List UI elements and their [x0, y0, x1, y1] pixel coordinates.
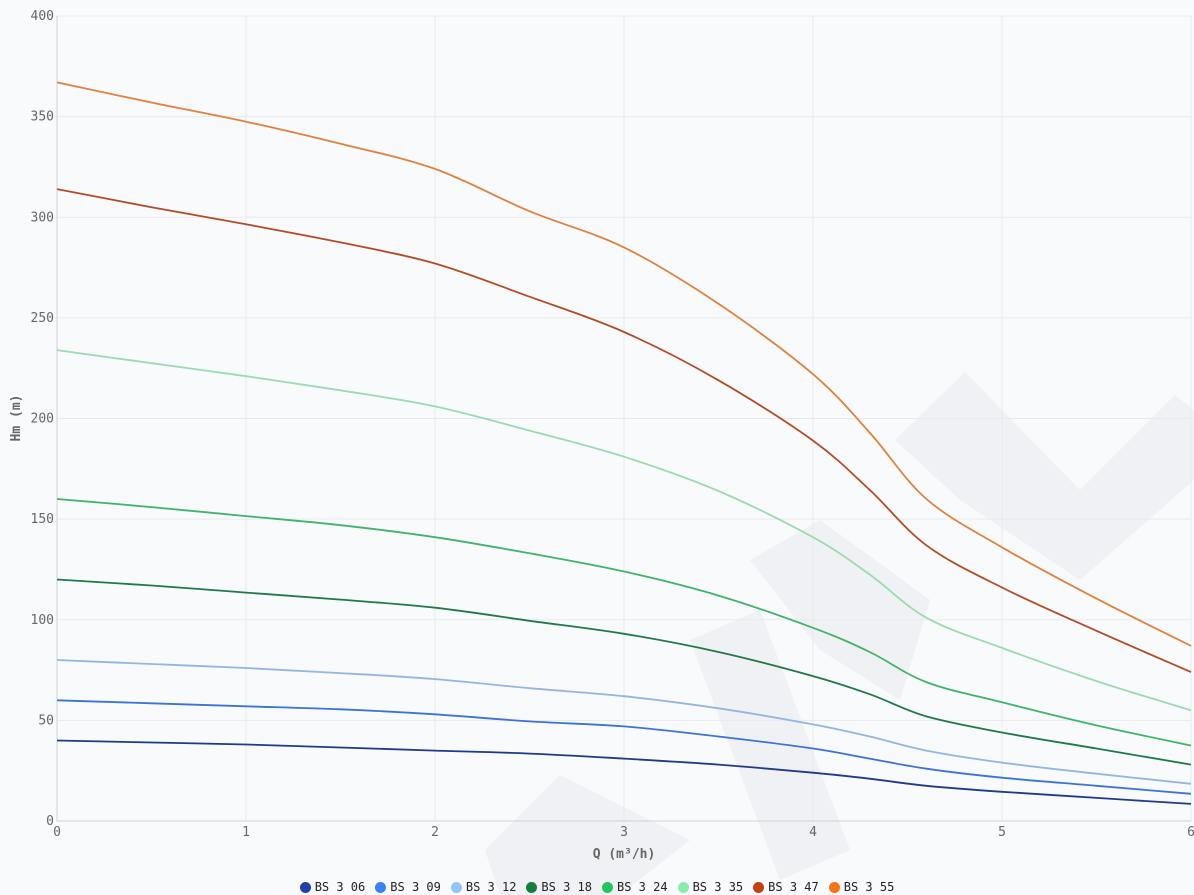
- legend-item-bs-3-12[interactable]: BS 3 12: [450, 880, 517, 894]
- y-tick-label: 150: [31, 512, 54, 527]
- legend-marker: [753, 881, 765, 893]
- legend-item-bs-3-47[interactable]: BS 3 47: [753, 880, 819, 894]
- series-line-bs-3-35: [56, 349, 1192, 712]
- legend-label: BS 3 09: [390, 880, 441, 894]
- x-tick-label: 5: [998, 825, 1006, 840]
- legend-marker: [375, 881, 387, 893]
- legend: BS 3 06 BS 3 09 BS 3 12 BS 3 18 BS 3 24 BS 3 …: [0, 879, 1194, 895]
- y-tick-label: 400: [31, 9, 54, 24]
- legend-item-bs-3-55[interactable]: BS 3 55: [828, 880, 895, 894]
- y-tick-label: 50: [38, 713, 54, 728]
- x-tick-label: 2: [431, 825, 439, 840]
- x-tick-label: 1: [242, 825, 250, 840]
- series-layer: [56, 81, 1192, 805]
- y-tick-label: 100: [31, 613, 54, 628]
- series-line-bs-3-24: [56, 498, 1192, 747]
- grid: [56, 15, 1192, 822]
- legend-marker: [602, 881, 613, 893]
- y-tick-label: 250: [31, 311, 54, 326]
- x-tick-label: 0: [53, 825, 61, 840]
- legend-label: BS 3 35: [692, 880, 744, 894]
- x-tick-label: 4: [809, 825, 817, 840]
- series-line-bs-3-55: [56, 81, 1192, 647]
- legend-item-bs-3-24[interactable]: BS 3 24: [602, 880, 668, 894]
- legend-marker: [299, 881, 311, 893]
- y-tick-label: 300: [31, 210, 54, 225]
- legend-label: BS 3 55: [843, 880, 895, 894]
- y-axis-title: Hm (m): [9, 395, 24, 442]
- x-tick-label: 3: [620, 825, 628, 840]
- legend-marker: [450, 881, 462, 893]
- legend-label: BS 3 18: [541, 880, 592, 894]
- legend-marker: [677, 881, 689, 893]
- legend-marker: [526, 881, 538, 893]
- legend-label: BS 3 12: [465, 880, 517, 894]
- legend-item-bs-3-06[interactable]: BS 3 06: [299, 880, 366, 894]
- series-line-bs-3-12: [56, 659, 1192, 785]
- series-line-bs-3-47: [56, 188, 1192, 673]
- legend-item-bs-3-18[interactable]: BS 3 18: [526, 880, 592, 894]
- y-tick-label: 350: [31, 110, 54, 125]
- legend-item-bs-3-35[interactable]: BS 3 35: [677, 880, 744, 894]
- series-line-bs-3-06: [56, 739, 1192, 805]
- y-tick-label: 0: [46, 814, 54, 829]
- series-line-bs-3-18: [56, 578, 1192, 766]
- legend-item-bs-3-09[interactable]: BS 3 09: [375, 880, 441, 894]
- legend-label: BS 3 06: [314, 880, 366, 894]
- axes: [56, 16, 1191, 822]
- legend-label: BS 3 47: [768, 880, 819, 894]
- x-tick-label: 6: [1187, 825, 1194, 840]
- watermark-logo: [485, 372, 1194, 895]
- legend-label: BS 3 24: [617, 880, 668, 894]
- y-tick-label: 200: [31, 412, 54, 427]
- x-axis-title: Q (m³/h): [593, 847, 656, 862]
- series-line-bs-3-09: [56, 699, 1192, 795]
- tick-labels: 0 1 2 3 4 5 6 0 50 100 150 200 250 300 350 400: [31, 9, 1194, 840]
- legend-marker: [828, 881, 840, 893]
